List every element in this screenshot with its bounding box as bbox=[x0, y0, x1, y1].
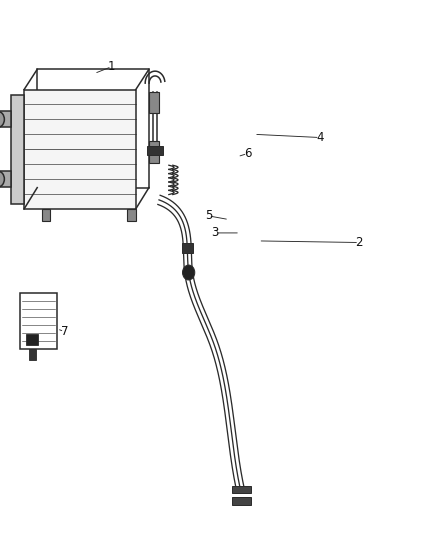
Text: 2: 2 bbox=[355, 236, 363, 249]
Polygon shape bbox=[149, 141, 159, 163]
Polygon shape bbox=[42, 209, 50, 221]
Polygon shape bbox=[24, 90, 136, 209]
Polygon shape bbox=[0, 171, 11, 187]
Circle shape bbox=[0, 111, 4, 127]
Text: 3: 3 bbox=[211, 227, 218, 239]
Polygon shape bbox=[26, 334, 38, 345]
Polygon shape bbox=[11, 95, 24, 204]
Polygon shape bbox=[29, 349, 36, 360]
Polygon shape bbox=[232, 497, 251, 505]
Polygon shape bbox=[0, 111, 11, 127]
Polygon shape bbox=[147, 146, 163, 155]
Text: 7: 7 bbox=[60, 325, 68, 338]
Polygon shape bbox=[149, 92, 159, 113]
Polygon shape bbox=[232, 486, 251, 493]
Text: 6: 6 bbox=[244, 147, 251, 160]
Polygon shape bbox=[127, 209, 136, 221]
Text: 5: 5 bbox=[205, 209, 212, 222]
Circle shape bbox=[0, 171, 4, 187]
Text: 1: 1 bbox=[108, 60, 116, 73]
Polygon shape bbox=[182, 243, 193, 253]
Circle shape bbox=[183, 265, 195, 280]
Text: 4: 4 bbox=[316, 131, 324, 144]
